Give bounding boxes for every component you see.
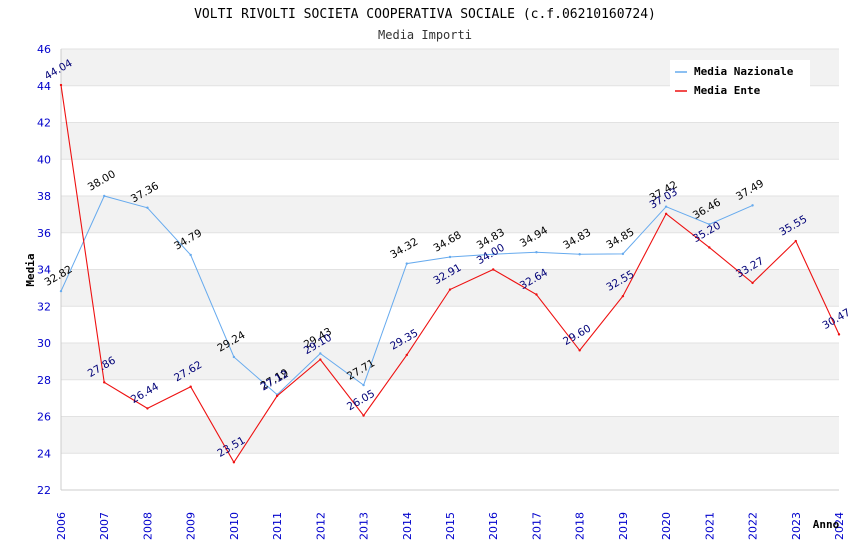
data-point: [837, 333, 841, 336]
x-tick-label: 2017: [530, 512, 543, 540]
data-point: [232, 461, 236, 464]
data-point: [405, 353, 408, 357]
data-point: [189, 385, 192, 388]
x-tick-label: 2024: [833, 512, 846, 540]
x-tick-label: 2008: [141, 512, 154, 540]
x-tick-label: 2011: [271, 512, 284, 540]
data-point: [621, 252, 625, 256]
legend-label-media-ente: Media Ente: [694, 84, 761, 97]
y-tick-label: 38: [37, 190, 51, 203]
grid-band: [61, 416, 839, 454]
data-label: 30.47: [821, 307, 850, 332]
data-point: [362, 383, 365, 387]
data-label: 38.00: [86, 168, 118, 193]
x-tick-label: 2022: [747, 512, 760, 540]
x-tick-label: 2020: [660, 512, 673, 540]
data-point: [492, 268, 495, 271]
y-tick-label: 42: [37, 117, 51, 130]
y-tick-label: 22: [37, 484, 51, 497]
data-label: 26.05: [345, 388, 377, 413]
y-axis-ticks: 22 24 26 28 30 32 34 36 38 40 42 44 46: [37, 43, 51, 497]
data-point: [103, 194, 106, 198]
data-point: [319, 358, 322, 361]
x-axis-label: Anno: [813, 518, 840, 531]
data-point: [664, 212, 668, 216]
data-point: [578, 349, 581, 352]
data-point: [535, 251, 538, 254]
legend: Media Nazionale Media Ente: [670, 60, 810, 98]
data-point: [146, 206, 149, 209]
y-tick-label: 40: [37, 153, 51, 166]
y-tick-label: 24: [37, 447, 51, 460]
chart-title: VOLTI RIVOLTI SOCIETA COOPERATIVA SOCIAL…: [194, 7, 656, 22]
x-tick-label: 2010: [228, 512, 241, 540]
data-point: [275, 394, 279, 398]
data-point: [621, 294, 625, 298]
data-point: [146, 407, 149, 410]
x-tick-label: 2006: [55, 512, 68, 540]
data-point: [319, 352, 322, 355]
gridlines: [60, 48, 839, 491]
data-label: 34.32: [388, 236, 420, 261]
data-point: [59, 289, 63, 293]
x-tick-label: 2016: [487, 512, 500, 540]
x-tick-label: 2012: [314, 512, 327, 540]
data-point: [189, 253, 192, 257]
y-tick-label: 36: [37, 227, 51, 240]
x-tick-label: 2021: [703, 512, 716, 540]
chart-subtitle: Media Importi: [378, 28, 472, 42]
y-tick-label: 26: [37, 411, 51, 424]
grid-band: [61, 196, 839, 233]
data-point: [362, 414, 365, 417]
y-tick-label: 44: [37, 80, 51, 93]
data-point: [448, 288, 452, 291]
series-lines: [59, 83, 841, 464]
y-tick-label: 46: [37, 43, 51, 56]
grid-band: [61, 269, 839, 307]
y-tick-label: 32: [37, 300, 51, 313]
x-tick-label: 2009: [185, 512, 198, 540]
data-point: [492, 253, 495, 256]
grid-band: [61, 343, 839, 380]
y-tick-label: 30: [37, 337, 51, 350]
legend-box: [670, 60, 810, 98]
grid-band: [61, 122, 839, 160]
data-point: [708, 223, 711, 226]
x-tick-label: 2014: [401, 512, 414, 540]
x-tick-label: 2019: [617, 512, 630, 540]
data-point: [59, 83, 63, 87]
data-point: [535, 293, 538, 296]
data-label: 26.44: [129, 380, 161, 406]
data-point: [448, 255, 452, 259]
data-point: [232, 355, 236, 359]
y-tick-label: 34: [37, 264, 51, 277]
data-point: [405, 262, 408, 265]
data-point: [751, 281, 754, 285]
data-point: [708, 246, 711, 249]
data-point: [578, 253, 581, 256]
legend-label-media-nazionale: Media Nazionale: [694, 65, 794, 78]
data-point: [751, 204, 754, 207]
data-point: [794, 239, 797, 243]
y-tick-label: 28: [37, 374, 51, 387]
x-tick-label: 2013: [358, 512, 371, 540]
data-point: [664, 205, 668, 208]
x-tick-label: 2023: [790, 512, 803, 540]
data-point: [103, 381, 106, 384]
x-tick-label: 2007: [98, 512, 111, 540]
x-axis-ticks: 2006 2007 2008 2009 2010 2011 2012 2013 2014 2015…: [55, 512, 846, 540]
x-tick-label: 2015: [444, 512, 457, 540]
y-axis-label: Media: [24, 253, 37, 286]
x-tick-label: 2018: [574, 512, 587, 540]
